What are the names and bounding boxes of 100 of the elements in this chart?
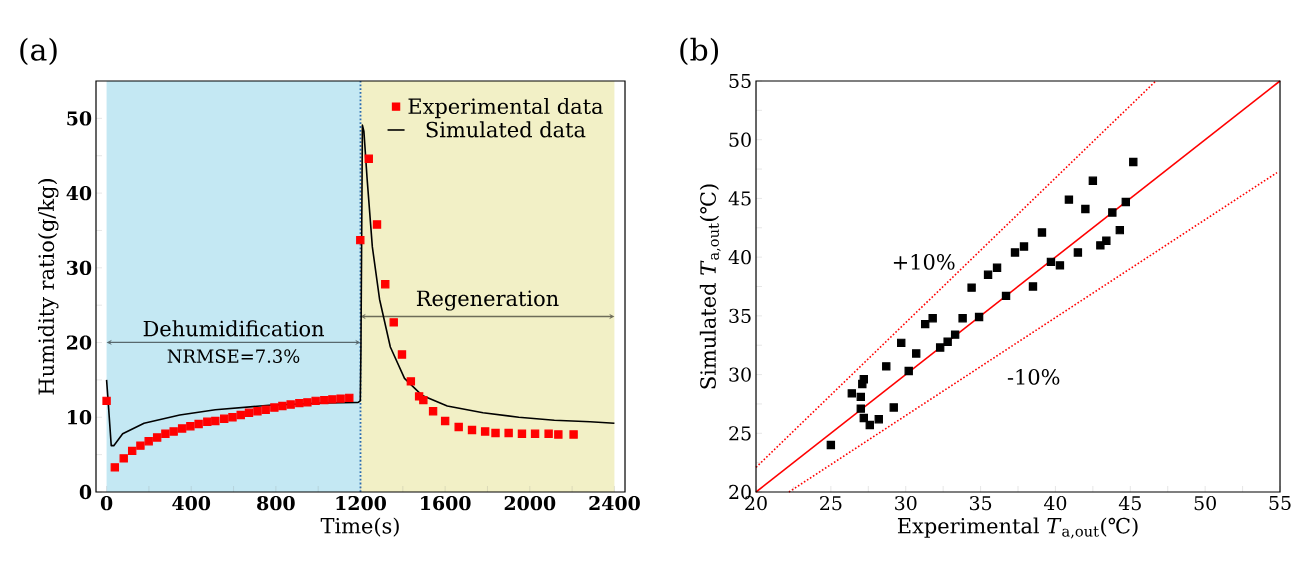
point (203, 417, 212, 426)
y-tick-label: 50 (67, 111, 92, 126)
point (1129, 157, 1138, 167)
y-tick-label: 50 (729, 132, 751, 147)
point (303, 398, 312, 407)
y-axis-title: Simulated T$_{a,out}$(℃) (699, 184, 721, 389)
point (389, 318, 398, 327)
point (161, 429, 170, 438)
y-tick-label: 40 (728, 249, 751, 265)
point (1019, 242, 1029, 251)
x-axis-title: Time(s) (320, 517, 399, 537)
x-tick-label: 2400 (589, 495, 640, 511)
point (295, 398, 304, 408)
x-tick-label: 40 (1043, 495, 1067, 511)
x-tick-label: 400 (172, 495, 211, 511)
point (320, 395, 329, 405)
x-tick-label: 35 (969, 495, 992, 511)
point (372, 220, 382, 229)
point (440, 416, 450, 426)
point (569, 430, 578, 439)
point (1037, 228, 1047, 237)
point (136, 441, 145, 450)
x-tick-label: 30 (895, 495, 917, 511)
y-tick-label: 25 (729, 426, 751, 441)
x-tick-label: 45 (1118, 495, 1141, 511)
point (211, 416, 220, 426)
point (1055, 261, 1065, 270)
point (1121, 197, 1131, 207)
point (102, 396, 111, 406)
point (856, 404, 866, 413)
point (261, 405, 270, 414)
point (974, 312, 984, 322)
point (826, 440, 836, 450)
point (897, 338, 906, 348)
point (336, 394, 345, 403)
point (1115, 225, 1125, 235)
point (967, 283, 976, 292)
chart-title: (b) (680, 37, 719, 66)
point (1010, 248, 1020, 257)
point (406, 377, 416, 386)
point (356, 235, 365, 245)
point (1028, 282, 1038, 291)
point (1046, 257, 1056, 267)
point (419, 395, 428, 405)
x-tick-label: 0 (100, 495, 113, 511)
y-tick-label: 0 (79, 484, 92, 500)
point (454, 422, 463, 432)
point (311, 396, 320, 406)
point (220, 414, 229, 423)
annotation: -10% (1007, 369, 1060, 385)
point (992, 263, 1002, 272)
point (554, 430, 563, 439)
point (517, 429, 527, 438)
point (428, 407, 438, 416)
point (1081, 204, 1090, 214)
band-label: Regeneration (416, 290, 559, 311)
point (928, 314, 937, 323)
point (859, 413, 868, 423)
annotation: +10% (893, 253, 955, 270)
y-tick-label: 35 (729, 308, 751, 324)
legend-label: Simulated data (426, 121, 586, 138)
point (865, 420, 874, 430)
chart-title: (a) (20, 37, 57, 66)
point (889, 403, 898, 412)
point (119, 454, 128, 463)
point (847, 389, 857, 398)
point (530, 429, 540, 438)
point (144, 436, 153, 446)
x-tick-label: 55 (1269, 495, 1291, 510)
y-tick-label: 40 (66, 185, 92, 201)
point (186, 422, 195, 431)
point (882, 362, 891, 371)
point (912, 349, 921, 358)
point (253, 407, 262, 416)
y-tick-label: 45 (728, 191, 751, 206)
point (856, 392, 866, 402)
point (328, 395, 337, 404)
point (364, 154, 373, 163)
point (958, 314, 967, 323)
point (381, 280, 390, 289)
y-tick-label: 55 (729, 73, 751, 89)
y-tick-label: 10 (68, 410, 92, 425)
point (397, 350, 407, 359)
point (1108, 208, 1117, 217)
point (110, 463, 120, 472)
legend-label: Experimental data (408, 97, 603, 119)
point (1102, 236, 1111, 245)
point (236, 410, 245, 420)
y-tick-label: 30 (729, 367, 751, 382)
point (1073, 248, 1083, 257)
point (1064, 195, 1074, 204)
point (1088, 176, 1098, 186)
point (504, 428, 513, 438)
point (244, 408, 254, 417)
point (904, 366, 913, 376)
point (278, 401, 287, 411)
point (345, 393, 354, 403)
point (491, 428, 500, 438)
x-tick-label: 1600 (421, 495, 471, 511)
point (152, 433, 162, 442)
